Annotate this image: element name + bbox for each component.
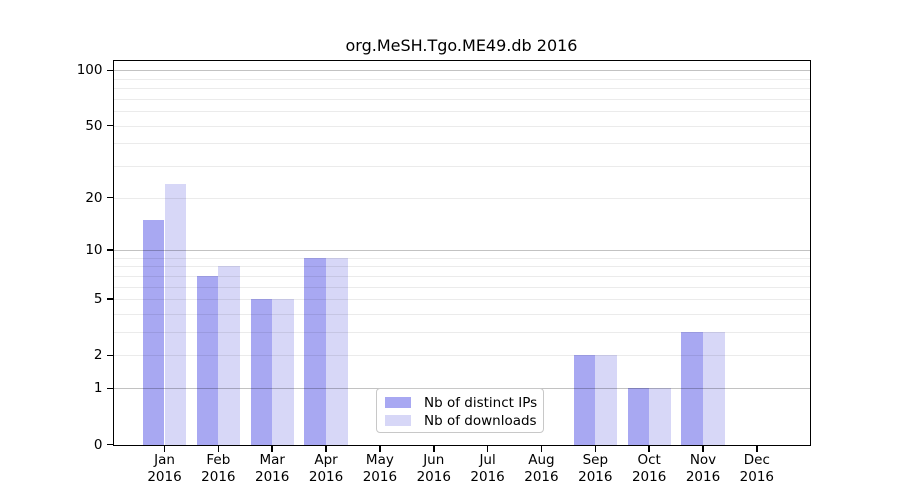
y-tick-label-100: 100 [76, 62, 103, 79]
y-tick-50 [106, 124, 113, 127]
x-tick-label-jun: Jun 2016 [416, 451, 451, 486]
legend-row-downloads: Nb of downloads [377, 412, 543, 430]
x-tick-aug [540, 445, 543, 452]
x-tick-apr [325, 445, 327, 452]
x-tick-label-sep: Sep 2016 [578, 451, 613, 486]
legend-swatch-distinct-ips-icon [385, 397, 411, 408]
bar-downloads-apr [326, 257, 348, 445]
x-tick-feb [217, 445, 220, 452]
y-tick-label-50: 50 [85, 117, 103, 134]
bar-downloads-sep [595, 355, 617, 445]
legend-label-distinct-ips: Nb of distinct IPs [424, 394, 538, 411]
x-tick-label-mar: Mar 2016 [255, 451, 290, 486]
y-tick-label-1: 1 [93, 380, 103, 397]
y-tick-label-2: 2 [93, 347, 103, 364]
x-tick-label-dec: Dec 2016 [739, 451, 775, 486]
bar-downloads-oct [649, 388, 671, 445]
x-tick-label-may: May 2016 [362, 451, 398, 486]
bar-distinct-ips-feb [196, 275, 219, 445]
y-tick-0 [106, 443, 113, 446]
y-tick-label-5: 5 [93, 291, 103, 308]
x-tick-label-oct: Oct 2016 [631, 451, 667, 486]
bar-downloads-feb [218, 266, 240, 445]
x-tick-label-feb: Feb 2016 [201, 451, 236, 486]
x-tick-mar [271, 445, 273, 452]
x-tick-may [379, 445, 381, 452]
x-tick-oct [648, 445, 650, 452]
bar-distinct-ips-nov [681, 332, 703, 445]
y-tick-1 [106, 387, 113, 390]
x-tick-label-apr: Apr 2016 [308, 451, 344, 486]
y-tick-label-20: 20 [85, 189, 103, 206]
y-tick-2 [106, 354, 113, 357]
x-tick-label-aug: Aug 2016 [524, 451, 559, 486]
plot-area [112, 59, 811, 446]
legend-label-downloads: Nb of downloads [424, 412, 537, 429]
x-tick-jun [433, 445, 435, 452]
bar-downloads-nov [703, 332, 725, 445]
bar-distinct-ips-oct [627, 388, 650, 445]
bar-distinct-ips-sep [573, 355, 596, 445]
legend: Nb of distinct IPs Nb of downloads [376, 387, 544, 433]
x-tick-jul [486, 445, 489, 452]
y-tick-20 [106, 196, 113, 199]
bars-layer [114, 61, 811, 445]
x-tick-dec [756, 445, 758, 452]
x-tick-label-jul: Jul 2016 [470, 451, 505, 486]
bar-distinct-ips-jan [142, 219, 165, 445]
x-tick-label-nov: Nov 2016 [685, 451, 721, 486]
bar-downloads-jan [164, 183, 187, 445]
bar-distinct-ips-mar [250, 299, 273, 445]
y-tick-10 [106, 249, 113, 251]
bar-distinct-ips-apr [304, 257, 327, 445]
x-tick-label-jan: Jan 2016 [147, 451, 182, 486]
x-tick-nov [702, 445, 704, 452]
legend-swatch-downloads-icon [385, 415, 411, 426]
y-tick-label-0: 0 [93, 436, 103, 453]
chart-title: org.MeSH.Tgo.ME49.db 2016 [345, 36, 578, 55]
y-tick-label-10: 10 [85, 242, 103, 259]
bar-downloads-mar [272, 299, 294, 445]
x-tick-sep [594, 445, 597, 452]
y-tick-5 [106, 298, 113, 300]
x-tick-jan [163, 445, 166, 452]
legend-row-distinct-ips: Nb of distinct IPs [377, 394, 543, 412]
y-tick-100 [106, 69, 113, 72]
